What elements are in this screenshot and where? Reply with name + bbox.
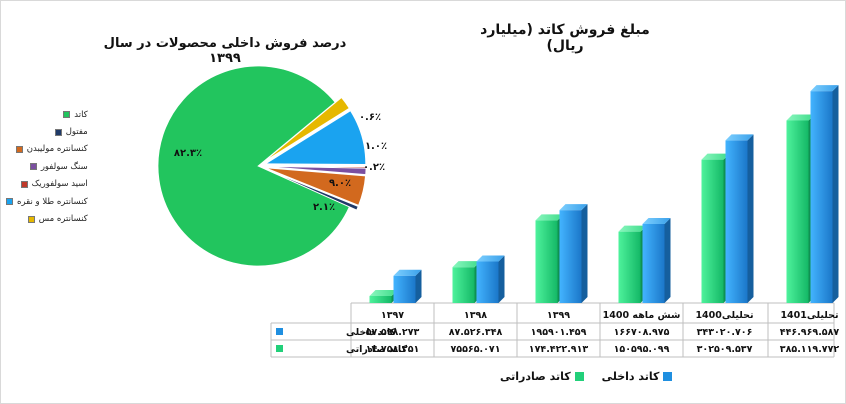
pie-slice bbox=[265, 165, 367, 169]
table-series-swatch bbox=[276, 328, 283, 335]
bar bbox=[810, 85, 839, 303]
bar bbox=[701, 153, 730, 303]
pie-legend-label: کنسانتره طلا و نقره bbox=[17, 196, 88, 207]
table-value: ۱۷۴.۴۲۲.۹۱۳ bbox=[529, 344, 589, 355]
pie-slice-label: ۸۲.۳٪ bbox=[174, 148, 202, 159]
category-label: ۱۳۹۹ bbox=[547, 310, 570, 321]
bar bbox=[393, 269, 422, 303]
pie-slice bbox=[264, 97, 350, 162]
bar bbox=[559, 204, 588, 303]
pie-legend-swatch bbox=[54, 128, 62, 136]
table-value: ۱۶۶۷۰۸.۹۷۵ bbox=[614, 327, 670, 338]
table-value: ۳۴۳۰۲۰.۷۰۶ bbox=[697, 327, 753, 338]
pie-slice-label: ۱.۰٪ bbox=[365, 141, 387, 152]
table-value: ۷۵۵۶۵.۰۷۱ bbox=[451, 344, 501, 355]
pie-legend-label: سنگ سولفور bbox=[40, 161, 88, 172]
pie-slice bbox=[265, 168, 359, 211]
category-label: ۱۳۹۷ bbox=[381, 310, 404, 321]
pie-slice-label: ۲.۱٪ bbox=[313, 202, 335, 213]
pie-legend-item: سنگ سولفور bbox=[6, 158, 88, 175]
bar bbox=[725, 134, 754, 303]
pie-legend-item: کنسانتره طلا و نقره bbox=[6, 193, 88, 210]
table-value: ۱۵۰۵۹۵.۰۹۹ bbox=[614, 344, 670, 355]
table-value: ۳۸۵.۱۱۹.۷۷۲ bbox=[780, 344, 840, 355]
table-series-name: کاتد داخلی bbox=[346, 327, 396, 338]
pie-legend-label: کنسانتره مس bbox=[38, 214, 88, 225]
bar-chart-title: مبلغ فروش کاتد (میلیارد ریال) bbox=[480, 22, 650, 54]
pie-legend-item: اسید سولفوریک bbox=[6, 176, 88, 193]
legend-item-export: کاتد صادراتی bbox=[500, 370, 584, 383]
table-value: ۳۰۲۵۰۹.۵۳۷ bbox=[697, 344, 753, 355]
pie-legend-swatch bbox=[29, 163, 37, 171]
category-label: تحلیلی1401 bbox=[780, 310, 838, 321]
pie-slice-label: ۰.۲٪ bbox=[363, 162, 385, 173]
bar bbox=[642, 217, 671, 303]
pie-chart-title: درصد فروش داخلی محصولات در سال ۱۳۹۹ bbox=[103, 36, 347, 66]
table-value: ۴۴۶.۹۶۹.۵۸۷ bbox=[780, 327, 840, 338]
legend-swatch-internal bbox=[663, 372, 673, 381]
pie-legend-swatch bbox=[6, 198, 13, 206]
bar bbox=[535, 214, 564, 303]
table-series-swatch bbox=[276, 345, 283, 352]
pie-legend-swatch bbox=[63, 111, 71, 119]
bar bbox=[618, 225, 647, 303]
pie-legend-swatch bbox=[15, 145, 23, 153]
pie-legend-swatch bbox=[20, 180, 28, 188]
pie-slice bbox=[265, 167, 366, 206]
bar bbox=[369, 290, 398, 303]
pie-legend-label: کاتد bbox=[74, 109, 88, 120]
pie-legend-item: کنسانتره مولیبدن bbox=[6, 141, 88, 158]
bar bbox=[786, 114, 815, 303]
pie-slice bbox=[264, 110, 367, 165]
legend-label-export: کاتد صادراتی bbox=[500, 370, 571, 383]
pie-legend-label: مفتول bbox=[65, 127, 88, 138]
table-value: ۸۷.۵۲۶.۳۴۸ bbox=[449, 327, 503, 338]
table-value: ۱۹۵۹۰۱.۴۵۹ bbox=[531, 327, 587, 338]
pie-slice-label: ۹.۰٪ bbox=[329, 178, 351, 189]
table-value: ۵۷.۵۹۸.۲۷۳ bbox=[366, 327, 420, 338]
data-table: ۱۳۹۷ ۱۳۹۸ ۱۳۹۹ شش ماهه 1400 تحلیلی1400 تحلیلی… bbox=[270, 302, 840, 358]
category-label: تحلیلی1400 bbox=[695, 310, 753, 321]
table-series-name: کاتد صادراتی bbox=[346, 344, 407, 355]
pie-legend-label: اسید سولفوریک bbox=[31, 179, 88, 190]
pie-legend-swatch bbox=[27, 215, 35, 223]
table-value: ۱۴.۷۵۸.۲۵۱ bbox=[366, 344, 420, 355]
category-label: ۱۳۹۸ bbox=[464, 310, 487, 321]
bar bbox=[476, 255, 505, 303]
legend-swatch-export bbox=[574, 372, 584, 381]
pie-legend: کاتد مفتول کنسانتره مولیبدن سنگ سولفور اسید … bbox=[6, 106, 88, 228]
pie-legend-item: مفتول bbox=[6, 123, 88, 140]
legend-label-internal: کاتد داخلی bbox=[601, 370, 660, 383]
pie-slice bbox=[157, 65, 350, 267]
pie-legend-label: کنسانتره مولیبدن bbox=[26, 144, 88, 155]
bar bbox=[452, 261, 481, 303]
pie-slice-label: ۰.۶٪ bbox=[359, 112, 381, 123]
bar-legend: کاتد داخلی کاتد صادراتی bbox=[500, 370, 673, 383]
legend-item-internal: کاتد داخلی bbox=[602, 370, 673, 383]
category-label: شش ماهه 1400 bbox=[603, 310, 681, 321]
pie-legend-item: کاتد bbox=[6, 106, 88, 123]
pie-legend-item: کنسانتره مس bbox=[6, 210, 88, 227]
